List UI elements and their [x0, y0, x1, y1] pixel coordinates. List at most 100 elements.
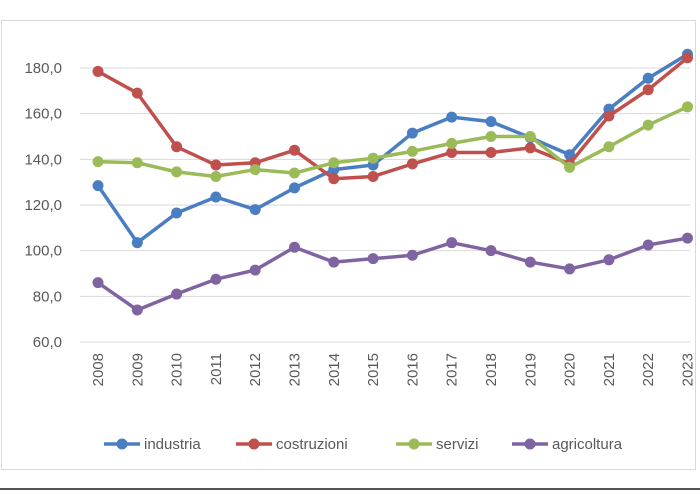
x-tick-label: 2010: [169, 353, 186, 386]
x-tick-label: 2023: [680, 353, 697, 386]
data-point: [642, 119, 654, 131]
y-tick-label: 100,0: [24, 243, 62, 260]
x-tick-label: 2019: [522, 353, 539, 386]
data-point: [406, 145, 418, 157]
series-line: [97, 105, 689, 179]
data-point: [289, 167, 300, 179]
data-point: [446, 111, 458, 123]
y-tick-label: 60,0: [33, 334, 62, 351]
data-point: [485, 146, 497, 158]
data-point: [642, 239, 654, 251]
x-tick-label: 2016: [404, 353, 421, 386]
data-point: [603, 141, 615, 153]
data-point: [289, 182, 300, 194]
data-point: [603, 110, 615, 122]
data-point: [289, 144, 300, 156]
data-point: [210, 170, 222, 182]
legend: industria costruzioni servizi agricoltura: [104, 436, 623, 453]
bottom-divider: [0, 488, 700, 490]
series-group: [92, 48, 693, 316]
data-point: [131, 157, 143, 169]
x-tick-label: 2008: [90, 353, 107, 386]
legend-swatch-marker: [524, 438, 536, 450]
data-point: [171, 166, 183, 178]
x-tick-label: 2013: [287, 353, 304, 386]
data-point: [406, 127, 418, 139]
data-point: [249, 204, 261, 216]
y-tick-label: 120,0: [24, 197, 62, 214]
x-tick-label: 2018: [483, 353, 500, 386]
data-point: [682, 52, 693, 64]
gridlines: [80, 67, 690, 343]
data-point: [171, 288, 183, 300]
y-tick-label: 160,0: [24, 106, 62, 123]
data-point: [92, 156, 104, 168]
data-point: [289, 241, 300, 253]
x-tick-label: 2020: [562, 353, 579, 386]
series-servizi: [92, 101, 693, 182]
x-tick-label: 2009: [129, 353, 146, 386]
legend-item-costruzioni: costruzioni: [236, 436, 348, 453]
data-point: [210, 159, 222, 171]
data-point: [210, 273, 222, 285]
legend-item-servizi: servizi: [396, 436, 479, 453]
data-point: [642, 72, 654, 84]
legend-item-agricoltura: agricoltura: [512, 436, 623, 453]
series-line: [96, 236, 688, 312]
data-point: [682, 101, 693, 113]
data-point: [524, 142, 536, 154]
data-point: [564, 149, 576, 161]
data-point: [92, 65, 104, 77]
x-tick-label: 2011: [208, 353, 225, 385]
data-point: [328, 157, 340, 169]
data-point: [485, 116, 497, 128]
y-tick-label: 140,0: [24, 151, 62, 168]
legend-swatch-marker: [408, 438, 420, 450]
data-point: [131, 304, 143, 316]
series-costruzioni: [92, 52, 693, 185]
data-point: [131, 87, 143, 99]
legend-item-industria: industria: [104, 436, 201, 453]
data-point: [171, 207, 183, 219]
y-tick-label: 80,0: [33, 288, 62, 305]
data-point: [485, 131, 497, 142]
data-point: [328, 256, 340, 268]
x-tick-label: 2017: [444, 353, 461, 386]
data-point: [446, 237, 458, 249]
legend-label: agricoltura: [552, 436, 623, 453]
data-point: [406, 249, 418, 261]
y-tick-label: 180,0: [24, 60, 62, 77]
x-tick-label: 2015: [365, 353, 382, 386]
x-tick-label: 2014: [326, 353, 343, 386]
data-point: [92, 180, 104, 192]
data-point: [446, 137, 458, 149]
data-point: [367, 253, 379, 265]
data-point: [485, 245, 497, 257]
data-point: [210, 191, 222, 203]
legend-swatch-marker: [248, 438, 260, 450]
chart-frame: [1, 20, 696, 470]
data-point: [328, 173, 340, 185]
legend-swatch-marker: [116, 438, 128, 450]
data-point: [249, 264, 261, 276]
data-point: [131, 237, 143, 249]
data-point: [564, 161, 576, 173]
x-tick-label: 2012: [247, 353, 264, 386]
data-point: [524, 131, 536, 142]
data-point: [642, 84, 654, 96]
x-axis-ticks: 2008 2009 2010 2011 2012 2013 2014 2015 2016 2017…: [90, 353, 697, 386]
data-point: [367, 152, 379, 164]
data-point: [249, 164, 261, 176]
series-line: [97, 56, 689, 181]
legend-label: servizi: [436, 436, 479, 453]
data-point: [446, 146, 458, 158]
data-point: [682, 232, 693, 244]
data-point: [524, 256, 536, 268]
data-point: [171, 141, 183, 153]
y-axis-ticks: 60,0 80,0 100,0 120,0 140,0 160,0 180,0: [24, 60, 62, 351]
data-point: [564, 263, 576, 275]
series-agricoltura: [92, 232, 693, 316]
data-point: [603, 254, 615, 266]
legend-label: costruzioni: [276, 436, 348, 453]
